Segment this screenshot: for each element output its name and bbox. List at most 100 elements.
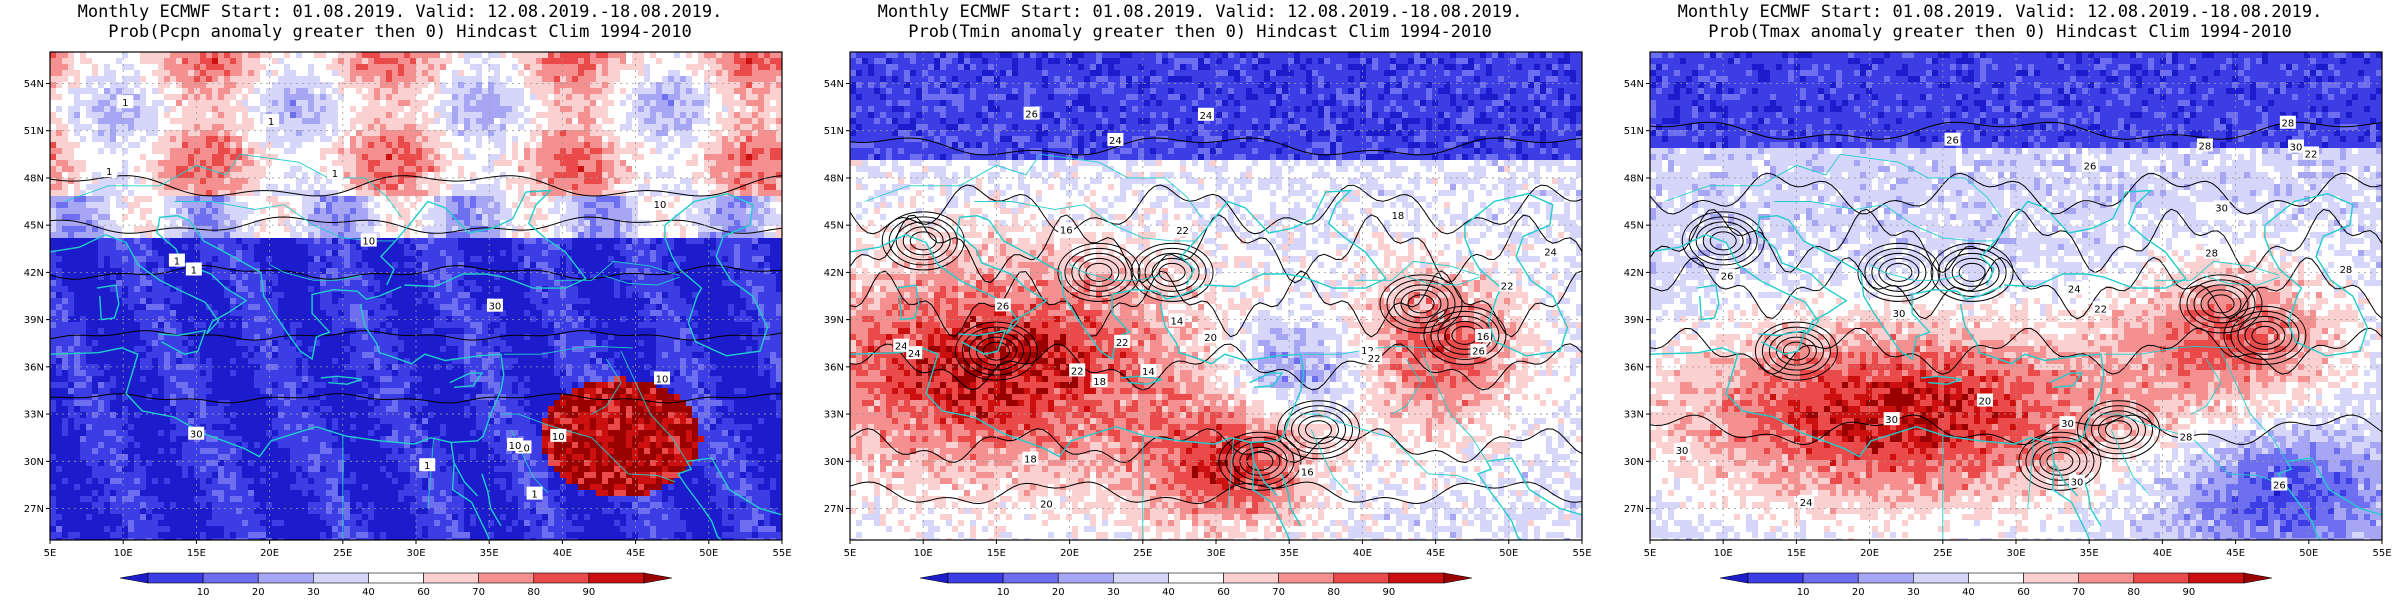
field-cell xyxy=(116,76,123,83)
field-cell xyxy=(602,220,609,227)
field-cell xyxy=(92,238,99,245)
field-cell xyxy=(170,232,177,239)
field-cell xyxy=(668,148,675,155)
field-cell xyxy=(662,124,669,131)
field-cell xyxy=(176,100,183,107)
field-cell xyxy=(308,202,315,209)
field-cell xyxy=(524,172,531,179)
field-cell xyxy=(674,154,681,161)
field-cell xyxy=(344,148,351,155)
field-cell xyxy=(302,256,309,263)
field-cell xyxy=(206,118,213,125)
field-cell xyxy=(158,202,165,209)
field-cell xyxy=(584,292,591,299)
field-cell xyxy=(668,274,675,281)
field-cell xyxy=(740,172,747,179)
field-cell xyxy=(140,274,147,281)
field-cell xyxy=(632,238,639,245)
field-cell xyxy=(80,202,87,209)
field-cell xyxy=(758,64,765,71)
field-cell xyxy=(374,286,381,293)
field-cell xyxy=(110,268,117,275)
field-cell xyxy=(512,280,519,287)
field-cell xyxy=(392,76,399,83)
field-cell xyxy=(674,226,681,233)
field-cell xyxy=(104,94,111,101)
field-cell xyxy=(374,52,381,59)
field-cell xyxy=(752,250,759,257)
field-cell xyxy=(458,196,465,203)
field-cell xyxy=(524,94,531,101)
field-cell xyxy=(122,64,129,71)
field-cell xyxy=(104,220,111,227)
field-cell xyxy=(650,136,657,143)
field-cell xyxy=(410,268,417,275)
field-cell xyxy=(524,184,531,191)
field-cell xyxy=(50,142,57,149)
field-cell xyxy=(188,256,195,263)
field-cell xyxy=(380,106,387,113)
field-cell xyxy=(194,154,201,161)
field-cell xyxy=(542,88,549,95)
field-cell xyxy=(500,250,507,257)
field-cell xyxy=(188,106,195,113)
field-cell xyxy=(194,274,201,281)
field-cell xyxy=(224,184,231,191)
field-cell xyxy=(260,148,267,155)
field-cell xyxy=(332,184,339,191)
field-cell xyxy=(464,196,471,203)
field-cell xyxy=(734,88,741,95)
field-cell xyxy=(212,196,219,203)
field-cell xyxy=(86,250,93,257)
field-cell xyxy=(626,190,633,197)
field-cell xyxy=(716,136,723,143)
field-cell xyxy=(284,124,291,131)
field-cell xyxy=(494,166,501,173)
field-cell xyxy=(536,100,543,107)
field-cell xyxy=(722,196,729,203)
field-cell xyxy=(296,88,303,95)
field-cell xyxy=(254,64,261,71)
field-cell xyxy=(764,94,771,101)
field-cell xyxy=(74,94,81,101)
field-cell xyxy=(104,124,111,131)
field-cell xyxy=(188,142,195,149)
field-cell xyxy=(68,142,75,149)
field-cell xyxy=(392,124,399,131)
field-cell xyxy=(734,118,741,125)
field-cell xyxy=(548,268,555,275)
field-cell xyxy=(470,208,477,215)
field-cell xyxy=(488,64,495,71)
field-cell xyxy=(140,58,147,65)
field-cell xyxy=(404,52,411,59)
field-cell xyxy=(488,172,495,179)
field-cell xyxy=(536,154,543,161)
field-cell xyxy=(716,292,723,299)
field-cell xyxy=(584,172,591,179)
field-cell xyxy=(692,106,699,113)
field-cell xyxy=(668,214,675,221)
field-cell xyxy=(368,76,375,83)
field-cell xyxy=(638,88,645,95)
field-cell xyxy=(668,142,675,149)
field-cell xyxy=(572,76,579,83)
field-cell xyxy=(680,208,687,215)
field-cell xyxy=(512,136,519,143)
field-cell xyxy=(188,130,195,137)
field-cell xyxy=(590,268,597,275)
field-cell xyxy=(560,148,567,155)
field-cell xyxy=(722,100,729,107)
field-cell xyxy=(50,196,57,203)
field-cell xyxy=(128,232,135,239)
field-cell xyxy=(548,220,555,227)
field-cell xyxy=(692,52,699,59)
field-cell xyxy=(104,208,111,215)
field-cell xyxy=(656,250,663,257)
field-cell xyxy=(146,160,153,167)
field-cell xyxy=(62,244,69,251)
field-cell xyxy=(506,244,513,251)
field-cell xyxy=(632,232,639,239)
field-cell xyxy=(434,124,441,131)
field-cell xyxy=(218,64,225,71)
field-cell xyxy=(482,238,489,245)
